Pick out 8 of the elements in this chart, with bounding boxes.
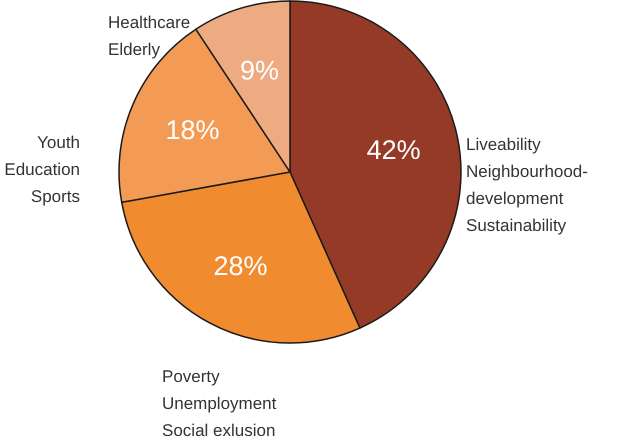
data-label: 42% — [366, 134, 421, 165]
data-label: 28% — [213, 250, 268, 281]
slice-label: Youth Education Sports — [4, 133, 80, 206]
data-label: 18% — [166, 115, 220, 146]
slice-label: Liveability Neighbourhood- development Sustainability — [466, 135, 588, 235]
slice-label: Poverty Unemployment Social exlusion — [162, 367, 277, 437]
slice-label: Healthcare Elderly — [108, 13, 190, 59]
data-label: 9% — [240, 55, 280, 86]
